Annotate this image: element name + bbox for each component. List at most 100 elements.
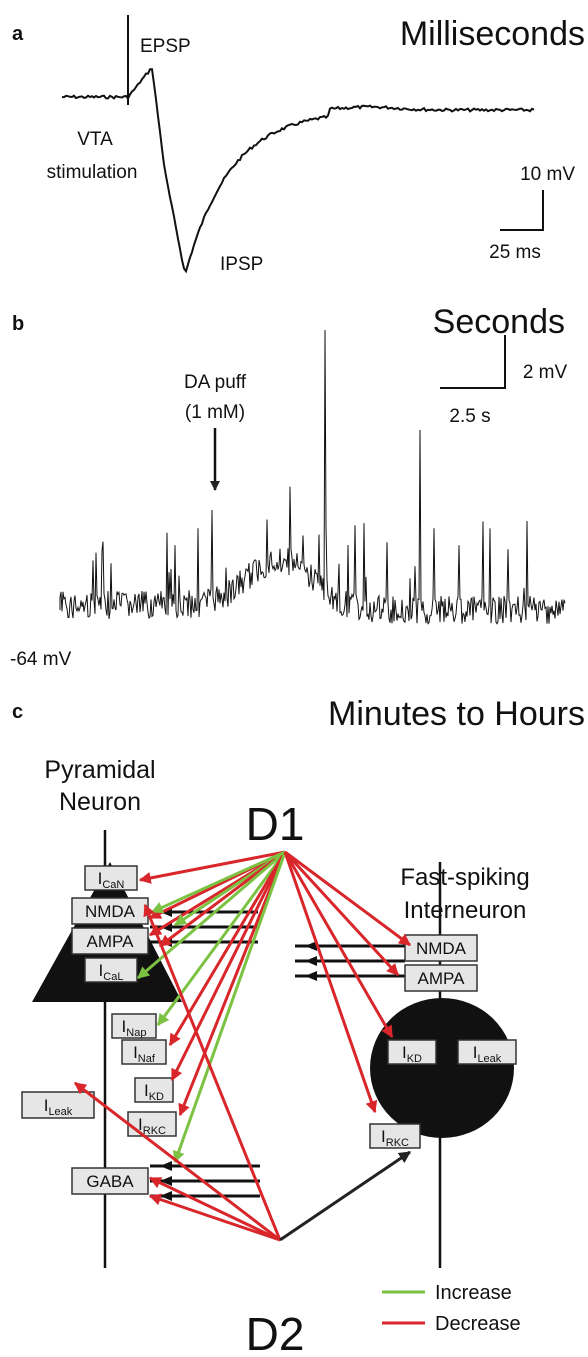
channel-main: AMPA bbox=[87, 932, 135, 951]
channel-label: NMDA bbox=[416, 939, 467, 958]
channel-main: I bbox=[133, 1043, 138, 1062]
channel-sub: Leak bbox=[48, 1106, 72, 1118]
modulation-arrow bbox=[172, 851, 287, 1164]
label: EPSP bbox=[140, 36, 191, 57]
channel-main: I bbox=[402, 1043, 407, 1062]
modulation-arrow bbox=[156, 851, 287, 1026]
channel-label: IKD bbox=[402, 1043, 422, 1065]
channel-label: INaf bbox=[133, 1043, 156, 1065]
label: (1 mM) bbox=[185, 402, 245, 423]
trace bbox=[61, 68, 535, 274]
channel-main: I bbox=[473, 1043, 478, 1062]
channel-label: IKD bbox=[144, 1081, 164, 1103]
label: Pyramidal bbox=[44, 756, 155, 784]
modulation-arrow bbox=[148, 1193, 281, 1242]
label: Interneuron bbox=[404, 897, 527, 924]
channel-box bbox=[71, 1167, 149, 1195]
channel-label: AMPA bbox=[87, 932, 135, 951]
channel-label: ILeak bbox=[473, 1043, 502, 1065]
channel-box bbox=[121, 1039, 167, 1065]
channel-main: NMDA bbox=[416, 939, 467, 958]
modulation-arrow bbox=[143, 903, 282, 1241]
channel-sub: KD bbox=[407, 1053, 422, 1065]
channel-label: IRKC bbox=[381, 1127, 409, 1149]
label: 2.5 s bbox=[449, 406, 490, 427]
modulation-arrow bbox=[150, 850, 286, 914]
channel-box bbox=[404, 964, 478, 992]
channel-label: ICaL bbox=[99, 961, 124, 983]
channel-box bbox=[457, 1039, 517, 1065]
panel-letter: c bbox=[12, 701, 23, 723]
channel-main: AMPA bbox=[418, 969, 466, 988]
modulation-arrow bbox=[283, 850, 400, 977]
label: VTA bbox=[77, 129, 113, 150]
modulation-arrow bbox=[283, 851, 378, 1114]
modulation-arrow bbox=[170, 851, 287, 1082]
channel-sub: KD bbox=[149, 1091, 164, 1103]
channel-sub: Naf bbox=[138, 1053, 156, 1065]
synapse-head bbox=[305, 971, 317, 981]
panel-title: Milliseconds bbox=[400, 15, 585, 53]
channel-sub: RKC bbox=[386, 1137, 409, 1149]
channel-main: I bbox=[381, 1127, 386, 1146]
channel-main: I bbox=[98, 869, 103, 888]
channel-label: IRKC bbox=[138, 1115, 166, 1137]
channel-main: NMDA bbox=[85, 902, 136, 921]
d1-label: D1 bbox=[246, 798, 305, 850]
synapse-head bbox=[160, 1176, 172, 1186]
legend-label: Decrease bbox=[435, 1313, 521, 1335]
modulation-arrow bbox=[284, 850, 411, 947]
channel-box bbox=[71, 927, 149, 955]
interneuron-soma bbox=[370, 998, 514, 1138]
legend-label: Increase bbox=[435, 1282, 512, 1304]
modulation-arrow bbox=[148, 1176, 281, 1242]
panel-title: Minutes to Hours bbox=[328, 695, 585, 733]
modulation-arrow bbox=[138, 850, 286, 884]
d2-label: D2 bbox=[246, 1308, 305, 1357]
synapse-head bbox=[160, 1191, 172, 1201]
channel-main: I bbox=[99, 961, 104, 980]
panel-letter: a bbox=[12, 23, 24, 45]
channel-sub: CaL bbox=[103, 971, 123, 983]
label: stimulation bbox=[47, 162, 138, 183]
modulation-arrow bbox=[178, 851, 287, 1117]
label: -64 mV bbox=[10, 649, 72, 670]
label: DA puff bbox=[184, 372, 247, 393]
label: Neuron bbox=[59, 788, 141, 816]
synapse-head bbox=[305, 941, 317, 951]
synapse-head bbox=[160, 1161, 172, 1171]
channel-box bbox=[111, 1013, 157, 1039]
synapse-head bbox=[305, 956, 317, 966]
label: Fast-spiking bbox=[400, 864, 529, 891]
modulation-arrow bbox=[74, 1081, 281, 1242]
channel-label: AMPA bbox=[418, 969, 466, 988]
label: 25 ms bbox=[489, 242, 541, 263]
channel-box bbox=[127, 1111, 177, 1137]
channel-box bbox=[134, 1077, 174, 1103]
modulation-arrow bbox=[279, 1150, 411, 1242]
channel-sub: Nap bbox=[126, 1027, 146, 1039]
channel-main: I bbox=[44, 1096, 49, 1115]
modulation-arrow bbox=[159, 850, 286, 948]
channel-main: I bbox=[122, 1017, 127, 1036]
label: 10 mV bbox=[520, 164, 575, 185]
channel-label: NMDA bbox=[85, 902, 136, 921]
channel-box bbox=[387, 1039, 437, 1065]
channel-box bbox=[369, 1123, 421, 1149]
channel-main: GABA bbox=[86, 1172, 134, 1191]
channel-label: ILeak bbox=[44, 1096, 73, 1118]
panel-letter: b bbox=[12, 313, 24, 335]
channel-label: INap bbox=[122, 1017, 147, 1039]
channel-box bbox=[84, 865, 138, 891]
trace bbox=[59, 329, 566, 625]
channel-box bbox=[404, 934, 478, 962]
channel-label: GABA bbox=[86, 1172, 134, 1191]
channel-label: ICaN bbox=[98, 869, 125, 891]
channel-box bbox=[84, 957, 138, 983]
panel-title: Seconds bbox=[433, 303, 565, 341]
channel-main: I bbox=[144, 1081, 149, 1100]
channel-sub: Leak bbox=[477, 1053, 501, 1065]
modulation-arrow bbox=[283, 851, 394, 1039]
channel-sub: CaN bbox=[102, 879, 124, 891]
